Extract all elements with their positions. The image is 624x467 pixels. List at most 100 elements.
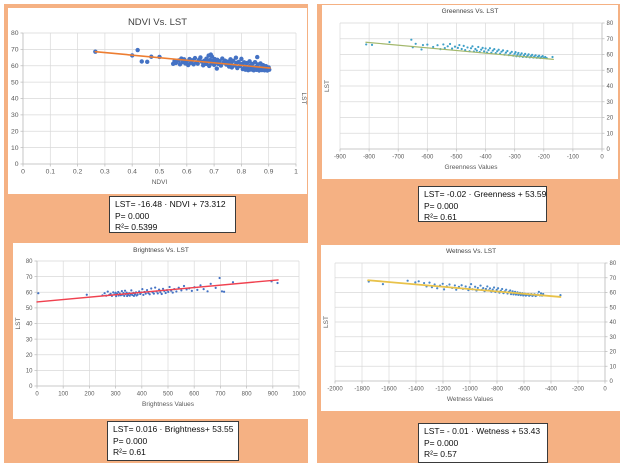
svg-text:0.1: 0.1 <box>46 169 56 176</box>
svg-text:0: 0 <box>15 161 19 168</box>
svg-text:-2000: -2000 <box>327 387 343 393</box>
svg-text:80: 80 <box>26 259 33 265</box>
svg-text:-1200: -1200 <box>435 387 451 393</box>
regression-equation: LST= -16.48 · NDVI + 73.312 <box>115 199 226 209</box>
svg-text:80: 80 <box>610 261 617 267</box>
svg-text:80: 80 <box>11 30 19 37</box>
equation-box-brightness: LST= 0.016 · Brightness+ 53.55 P= 0.000 … <box>107 421 239 461</box>
svg-text:40: 40 <box>610 320 617 326</box>
svg-text:10: 10 <box>26 369 33 375</box>
svg-text:0: 0 <box>29 384 33 390</box>
r-squared: R²= 0.5399 <box>115 222 158 232</box>
svg-text:20: 20 <box>11 128 19 135</box>
brightness-lst-scatter-chart: 0 100 200 300 400 500 600 700 800 900 1000 0 10 20 30 4… <box>15 259 306 408</box>
svg-text:-200: -200 <box>572 387 585 393</box>
svg-text:70: 70 <box>26 275 33 281</box>
chart-title-ndvi: NDVI Vs. LST <box>127 17 188 28</box>
chart-title-wetness: Wetness Vs. LST <box>445 248 497 255</box>
svg-text:0.4: 0.4 <box>127 169 137 176</box>
svg-text:Wetness Values: Wetness Values <box>447 396 494 403</box>
svg-text:-400: -400 <box>480 155 493 161</box>
svg-text:-600: -600 <box>421 155 434 161</box>
svg-text:0.2: 0.2 <box>73 169 83 176</box>
svg-text:-100: -100 <box>567 155 580 161</box>
svg-text:20: 20 <box>607 116 614 122</box>
svg-text:0: 0 <box>610 379 614 385</box>
svg-text:200: 200 <box>84 392 95 398</box>
svg-text:50: 50 <box>610 305 617 311</box>
svg-text:0.9: 0.9 <box>264 169 274 176</box>
svg-text:50: 50 <box>607 68 614 74</box>
svg-text:30: 30 <box>607 100 614 106</box>
svg-text:60: 60 <box>11 63 19 70</box>
svg-text:-1400: -1400 <box>408 387 424 393</box>
svg-text:-500: -500 <box>450 155 463 161</box>
greenness-lst-scatter-chart: -900 -800 -700 -600 -500 -400 -300 -200 -100 00 10… <box>324 21 614 171</box>
svg-text:500: 500 <box>163 392 174 398</box>
svg-text:-600: -600 <box>518 387 531 393</box>
svg-text:-1800: -1800 <box>354 387 370 393</box>
p-value: P= 0.000 <box>115 210 150 221</box>
svg-text:30: 30 <box>11 112 19 119</box>
regression-equation: LST= -0.02 · Greenness + 53.59 <box>424 189 547 199</box>
svg-text:70: 70 <box>607 37 614 43</box>
chart-panel-wetness: Wetness Vs. LST -2000 -1800 -1600 -1400 -120… <box>321 245 621 411</box>
svg-text:0.6: 0.6 <box>182 169 192 176</box>
svg-text:0.5: 0.5 <box>155 169 165 176</box>
svg-text:80: 80 <box>607 21 614 27</box>
svg-text:10: 10 <box>11 145 19 152</box>
svg-text:100: 100 <box>58 392 69 398</box>
svg-text:0.8: 0.8 <box>237 169 247 176</box>
svg-text:40: 40 <box>26 322 33 328</box>
svg-text:30: 30 <box>26 337 33 343</box>
svg-text:0.7: 0.7 <box>209 169 219 176</box>
svg-text:LST: LST <box>15 318 22 330</box>
svg-text:60: 60 <box>607 53 614 59</box>
svg-text:-800: -800 <box>363 155 376 161</box>
svg-text:60: 60 <box>26 290 33 296</box>
svg-text:0: 0 <box>607 147 611 153</box>
ndvi-lst-scatter-chart: 0 0.1 0.2 0.3 0.4 0.5 0.6 0.7 0.8 0.9 101020304050… <box>11 30 307 186</box>
svg-text:20: 20 <box>610 350 617 356</box>
svg-text:-900: -900 <box>334 155 347 161</box>
svg-text:NDVI: NDVI <box>152 179 168 186</box>
svg-text:-1600: -1600 <box>381 387 397 393</box>
svg-text:800: 800 <box>242 392 253 398</box>
p-value: P= 0.000 <box>424 200 459 211</box>
svg-text:900: 900 <box>268 392 279 398</box>
svg-text:20: 20 <box>26 353 33 359</box>
svg-text:10: 10 <box>607 131 614 137</box>
svg-text:300: 300 <box>111 392 122 398</box>
svg-text:400: 400 <box>137 392 148 398</box>
svg-text:30: 30 <box>610 335 617 341</box>
svg-text:70: 70 <box>11 47 19 54</box>
svg-text:-800: -800 <box>491 387 504 393</box>
svg-text:40: 40 <box>607 84 614 90</box>
equation-box-greenness: LST= -0.02 · Greenness + 53.59 P= 0.000 … <box>418 186 547 222</box>
svg-text:LST: LST <box>324 80 331 92</box>
wetness-lst-scatter-chart: -2000 -1800 -1600 -1400 -1200 -1000 -800 -600 -4… <box>323 261 617 403</box>
r-squared: R²= 0.61 <box>424 212 457 222</box>
svg-text:0: 0 <box>603 387 607 393</box>
chart-panel-brightness: Brightness Vs. LST 0 100 200 300 400 500 600 70… <box>13 243 309 419</box>
chart-panel-greenness: Greenness Vs. LST -900 -800 -700 -600 -500 -4… <box>322 5 618 179</box>
svg-text:1000: 1000 <box>292 392 306 398</box>
svg-text:1: 1 <box>294 169 298 176</box>
svg-text:LST: LST <box>323 316 330 328</box>
svg-text:-300: -300 <box>509 155 522 161</box>
svg-text:0.3: 0.3 <box>100 169 110 176</box>
svg-text:-1000: -1000 <box>462 387 478 393</box>
regression-equation: LST= - 0.01 · Wetness + 53.43 <box>424 426 541 436</box>
svg-text:10: 10 <box>610 364 617 370</box>
svg-text:0: 0 <box>21 169 25 176</box>
equation-box-ndvi: LST= -16.48 · NDVI + 73.312 P= 0.000 R²=… <box>109 196 236 233</box>
svg-text:-400: -400 <box>545 387 558 393</box>
regression-equation: LST= 0.016 · Brightness+ 53.55 <box>113 424 234 434</box>
svg-text:600: 600 <box>189 392 200 398</box>
svg-text:LST: LST <box>300 93 307 105</box>
equation-box-wetness: LST= - 0.01 · Wetness + 53.43 P= 0.000 R… <box>418 423 548 463</box>
svg-text:0: 0 <box>35 392 39 398</box>
svg-text:0: 0 <box>600 155 604 161</box>
svg-text:Greenness Values: Greenness Values <box>445 164 499 171</box>
